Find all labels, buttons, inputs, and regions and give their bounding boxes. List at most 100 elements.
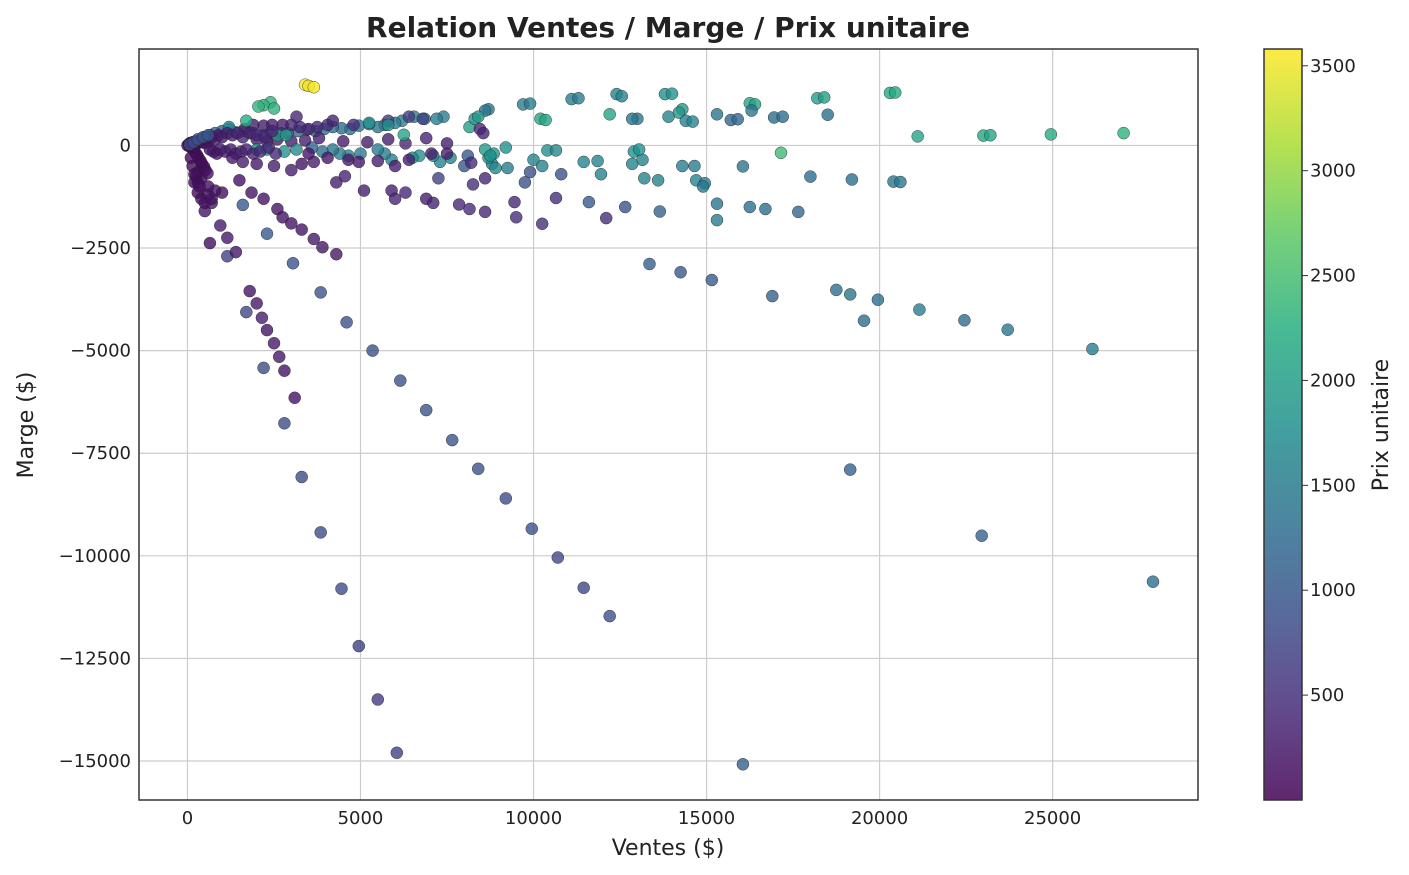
data-point — [484, 149, 497, 162]
data-point — [638, 172, 651, 185]
data-point — [913, 303, 926, 316]
data-point — [518, 176, 532, 189]
data-point — [662, 110, 675, 123]
data-point — [894, 175, 907, 189]
data-point — [501, 161, 514, 175]
data-point — [857, 314, 871, 327]
data-point — [388, 159, 402, 173]
data-point — [419, 131, 433, 145]
data-point — [792, 205, 805, 219]
data-point — [394, 374, 407, 387]
data-point — [402, 110, 416, 123]
y-gridlines — [139, 144, 1198, 762]
data-points — [181, 78, 1160, 771]
data-point — [250, 157, 263, 171]
data-point — [255, 311, 269, 325]
data-point — [554, 167, 568, 181]
data-point — [466, 178, 480, 191]
data-point — [591, 154, 604, 168]
data-point — [643, 257, 656, 271]
data-point — [203, 236, 217, 250]
data-point — [688, 159, 701, 173]
data-point — [250, 297, 263, 310]
data-point — [233, 174, 246, 187]
data-point — [843, 463, 857, 476]
data-point — [330, 247, 343, 261]
x-tick-label: 15000 — [678, 808, 735, 829]
data-point — [984, 128, 997, 142]
data-point — [243, 284, 256, 298]
data-point — [338, 169, 352, 183]
plot-area — [138, 48, 1199, 801]
y-tick-label: −10000 — [59, 546, 131, 567]
data-point — [615, 89, 629, 103]
data-point — [888, 86, 902, 99]
data-point — [285, 217, 298, 230]
data-point — [599, 211, 613, 225]
y-tick-label: −7500 — [70, 443, 131, 464]
data-point — [272, 350, 286, 364]
data-point — [625, 112, 639, 126]
data-point — [477, 126, 490, 140]
data-point — [307, 232, 321, 246]
data-point — [539, 113, 552, 127]
colorbar-tick-label: 1500 — [1310, 475, 1356, 496]
colorbar-ticks: 500 1000 1500 2000 2500 3000 3500 — [1302, 56, 1356, 706]
data-point — [399, 186, 412, 199]
y-tick-label: 0 — [120, 135, 131, 156]
data-point — [307, 80, 321, 94]
data-point — [817, 91, 831, 104]
data-point — [845, 173, 859, 186]
data-point — [267, 102, 281, 115]
data-point — [696, 180, 710, 193]
data-point — [705, 273, 719, 287]
data-point — [958, 314, 971, 327]
data-point — [911, 130, 924, 143]
data-point — [736, 758, 750, 771]
data-point — [489, 161, 502, 175]
data-point — [362, 116, 376, 130]
data-point — [295, 157, 308, 171]
x-tick-label: 0 — [182, 808, 193, 829]
data-point — [523, 97, 537, 110]
colorbar: 500 1000 1500 2000 2500 3000 3500 Prix unitair… — [1263, 48, 1394, 801]
colorbar-tick-label: 2500 — [1310, 266, 1356, 287]
data-point — [463, 202, 476, 216]
data-point — [240, 305, 253, 319]
data-point — [290, 143, 303, 156]
data-point — [625, 157, 639, 171]
data-point — [285, 163, 298, 177]
data-point — [290, 110, 303, 123]
data-point — [632, 143, 646, 156]
data-point — [759, 202, 772, 216]
data-point — [508, 195, 521, 209]
data-point — [381, 133, 395, 146]
data-point — [240, 114, 253, 128]
data-point — [260, 323, 274, 337]
plot-frame — [138, 48, 1199, 801]
data-point — [731, 112, 744, 126]
data-point — [340, 316, 353, 329]
data-point — [499, 492, 513, 505]
data-point — [509, 211, 523, 224]
data-point — [265, 124, 279, 138]
y-tick-label: −15000 — [59, 751, 131, 772]
y-tick-label: −5000 — [70, 341, 131, 362]
data-point — [603, 108, 616, 121]
colorbar-tick-label: 3000 — [1310, 161, 1356, 182]
data-point — [260, 227, 274, 240]
data-point — [432, 172, 445, 185]
data-point — [1001, 323, 1014, 336]
data-point — [523, 165, 537, 179]
data-point — [366, 344, 379, 357]
data-point — [1146, 575, 1160, 588]
data-point — [674, 265, 687, 279]
data-point — [774, 146, 788, 160]
data-point — [352, 639, 366, 653]
data-point — [653, 205, 667, 218]
y-axis-ticks: 0 −2500 −5000 −7500 −10000 −12500 −15000 — [59, 135, 131, 772]
data-point — [201, 167, 214, 180]
data-point — [361, 135, 374, 149]
data-point — [419, 403, 433, 417]
x-axis-ticks: 0 5000 10000 15000 20000 25000 — [182, 808, 1082, 829]
